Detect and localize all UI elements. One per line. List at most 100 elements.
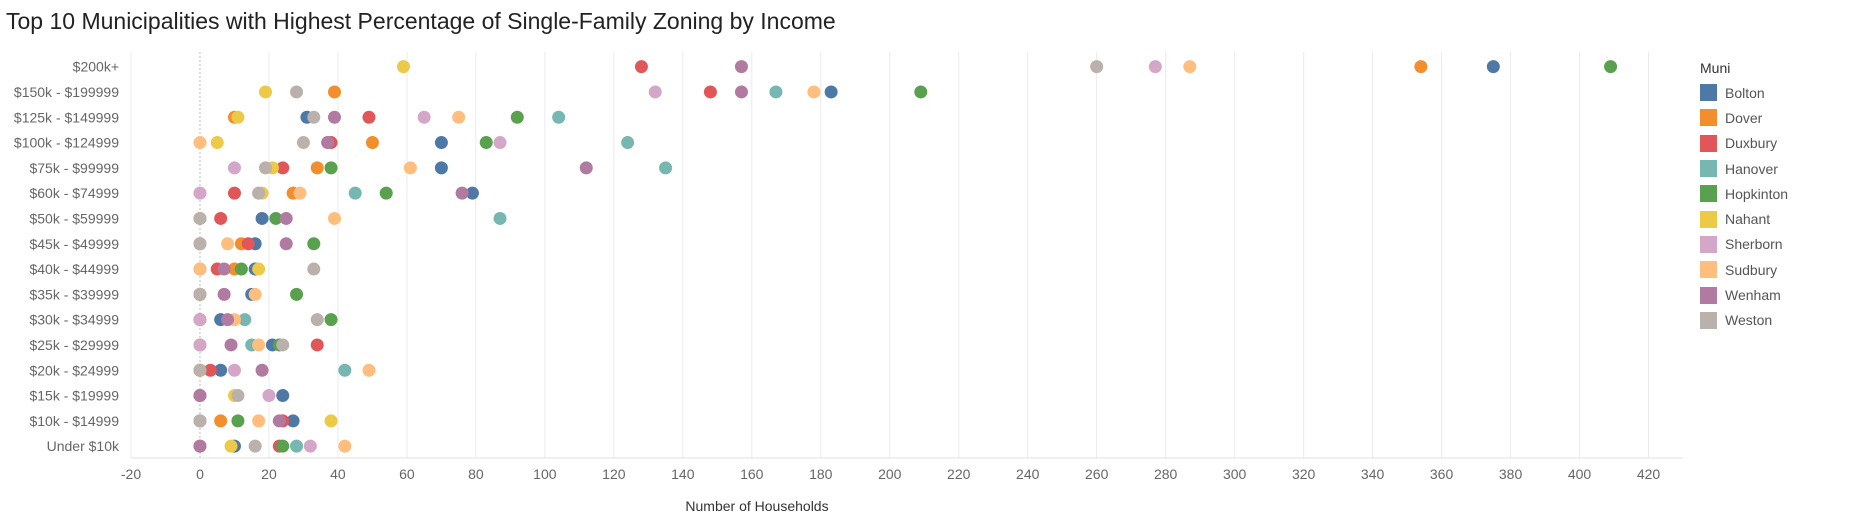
data-point-sherborn[interactable]	[193, 186, 207, 200]
data-point-dover[interactable]	[214, 414, 228, 428]
data-point-hopkinton[interactable]	[234, 262, 248, 276]
data-point-hopkinton[interactable]	[324, 313, 338, 327]
data-point-hanover[interactable]	[493, 211, 507, 225]
data-point-duxbury[interactable]	[227, 186, 241, 200]
data-point-bolton[interactable]	[824, 85, 838, 99]
data-point-weston[interactable]	[276, 338, 290, 352]
data-point-dover[interactable]	[327, 85, 341, 99]
data-point-sherborn[interactable]	[417, 110, 431, 124]
data-point-sherborn[interactable]	[493, 136, 507, 150]
data-point-weston[interactable]	[193, 287, 207, 301]
data-point-weston[interactable]	[307, 262, 321, 276]
data-point-hopkinton[interactable]	[379, 186, 393, 200]
data-point-wenham[interactable]	[217, 287, 231, 301]
data-point-sherborn[interactable]	[227, 363, 241, 377]
data-point-wenham[interactable]	[224, 338, 238, 352]
data-point-wenham[interactable]	[279, 211, 293, 225]
data-point-hanover[interactable]	[621, 136, 635, 150]
data-point-hopkinton[interactable]	[914, 85, 928, 99]
data-point-wenham[interactable]	[455, 186, 469, 200]
data-point-duxbury[interactable]	[203, 363, 217, 377]
data-point-bolton[interactable]	[286, 414, 300, 428]
data-point-hanover[interactable]	[290, 439, 304, 453]
data-point-hanover[interactable]	[659, 161, 673, 175]
data-point-hanover[interactable]	[338, 363, 352, 377]
data-point-bolton[interactable]	[276, 389, 290, 403]
legend-item-wenham[interactable]: Wenham	[1700, 282, 1788, 307]
legend-item-dover[interactable]: Dover	[1700, 105, 1788, 130]
data-point-weston[interactable]	[193, 211, 207, 225]
data-point-bolton[interactable]	[465, 186, 479, 200]
legend-item-sudbury[interactable]: Sudbury	[1700, 257, 1788, 282]
data-point-dover[interactable]	[310, 161, 324, 175]
data-point-wenham[interactable]	[272, 414, 286, 428]
data-point-bolton[interactable]	[1486, 60, 1500, 74]
data-point-hanover[interactable]	[348, 186, 362, 200]
data-point-weston[interactable]	[193, 363, 207, 377]
data-point-sudbury[interactable]	[193, 262, 207, 276]
data-point-weston[interactable]	[248, 439, 262, 453]
legend-item-hopkinton[interactable]: Hopkinton	[1700, 181, 1788, 206]
data-point-hopkinton[interactable]	[269, 211, 283, 225]
data-point-nahant[interactable]	[210, 136, 224, 150]
data-point-sherborn[interactable]	[193, 313, 207, 327]
data-point-hopkinton[interactable]	[276, 439, 290, 453]
data-point-hopkinton[interactable]	[231, 414, 245, 428]
data-point-sherborn[interactable]	[1148, 60, 1162, 74]
data-point-nahant[interactable]	[396, 60, 410, 74]
data-point-weston[interactable]	[310, 313, 324, 327]
data-point-bolton[interactable]	[434, 136, 448, 150]
data-point-sudbury[interactable]	[452, 110, 466, 124]
data-point-duxbury[interactable]	[214, 211, 228, 225]
data-point-hopkinton[interactable]	[307, 237, 321, 251]
data-point-sudbury[interactable]	[252, 414, 266, 428]
data-point-dover[interactable]	[1414, 60, 1428, 74]
data-point-weston[interactable]	[1090, 60, 1104, 74]
data-point-dover[interactable]	[365, 136, 379, 150]
data-point-sherborn[interactable]	[648, 85, 662, 99]
legend-item-hanover[interactable]: Hanover	[1700, 156, 1788, 181]
data-point-sudbury[interactable]	[248, 287, 262, 301]
data-point-duxbury[interactable]	[703, 85, 717, 99]
data-point-weston[interactable]	[290, 85, 304, 99]
data-point-weston[interactable]	[231, 389, 245, 403]
data-point-nahant[interactable]	[252, 262, 266, 276]
data-point-weston[interactable]	[193, 237, 207, 251]
data-point-wenham[interactable]	[217, 262, 231, 276]
data-point-weston[interactable]	[307, 110, 321, 124]
data-point-sudbury[interactable]	[362, 363, 376, 377]
data-point-bolton[interactable]	[255, 211, 269, 225]
data-point-weston[interactable]	[259, 161, 273, 175]
legend-item-bolton[interactable]: Bolton	[1700, 80, 1788, 105]
data-point-bolton[interactable]	[434, 161, 448, 175]
legend-item-duxbury[interactable]: Duxbury	[1700, 131, 1788, 156]
data-point-sherborn[interactable]	[227, 161, 241, 175]
data-point-sudbury[interactable]	[338, 439, 352, 453]
data-point-sudbury[interactable]	[1183, 60, 1197, 74]
legend-item-sherborn[interactable]: Sherborn	[1700, 232, 1788, 257]
legend-item-weston[interactable]: Weston	[1700, 308, 1788, 333]
data-point-sudbury[interactable]	[293, 186, 307, 200]
data-point-nahant[interactable]	[224, 439, 238, 453]
data-point-duxbury[interactable]	[310, 338, 324, 352]
data-point-duxbury[interactable]	[276, 161, 290, 175]
data-point-sudbury[interactable]	[252, 338, 266, 352]
data-point-hopkinton[interactable]	[1604, 60, 1618, 74]
data-point-wenham[interactable]	[321, 136, 335, 150]
data-point-hanover[interactable]	[238, 313, 252, 327]
data-point-wenham[interactable]	[193, 439, 207, 453]
data-point-sherborn[interactable]	[262, 389, 276, 403]
data-point-sherborn[interactable]	[303, 439, 317, 453]
data-point-bolton[interactable]	[214, 363, 228, 377]
data-point-duxbury[interactable]	[634, 60, 648, 74]
data-point-wenham[interactable]	[221, 313, 235, 327]
legend-item-nahant[interactable]: Nahant	[1700, 206, 1788, 231]
data-point-hopkinton[interactable]	[510, 110, 524, 124]
data-point-sudbury[interactable]	[403, 161, 417, 175]
data-point-wenham[interactable]	[579, 161, 593, 175]
data-point-duxbury[interactable]	[241, 237, 255, 251]
data-point-sudbury[interactable]	[807, 85, 821, 99]
data-point-wenham[interactable]	[734, 85, 748, 99]
data-point-wenham[interactable]	[734, 60, 748, 74]
data-point-sudbury[interactable]	[327, 211, 341, 225]
